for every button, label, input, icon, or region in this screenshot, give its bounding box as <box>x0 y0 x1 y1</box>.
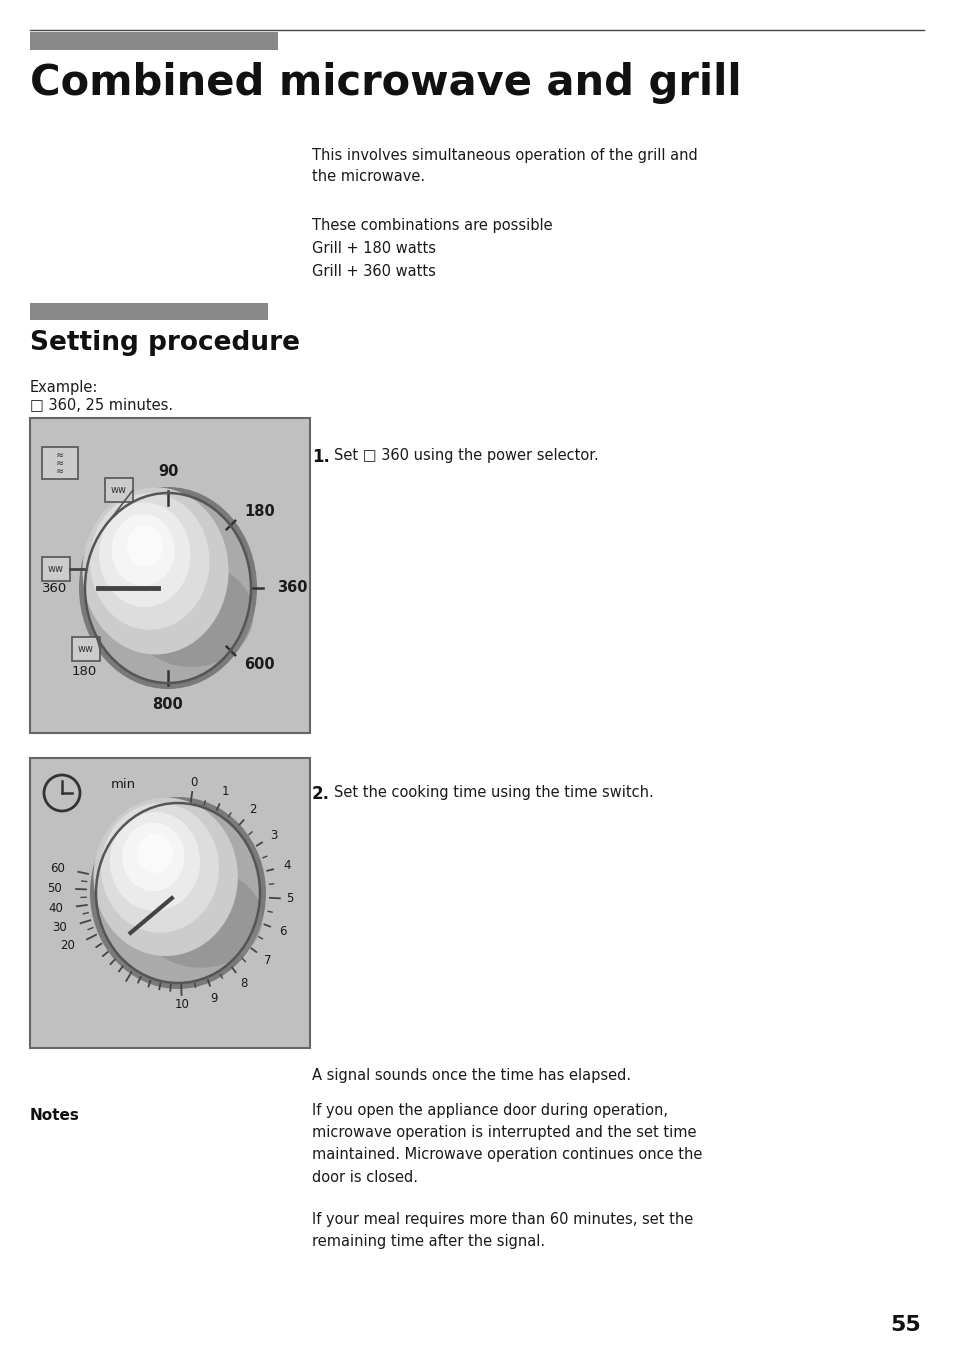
Ellipse shape <box>112 514 174 587</box>
Text: Set the cooking time using the time switch.: Set the cooking time using the time swit… <box>334 786 653 800</box>
Text: 180: 180 <box>71 665 97 677</box>
Text: Combined microwave and grill: Combined microwave and grill <box>30 62 740 104</box>
Text: 6: 6 <box>279 925 287 938</box>
Text: This involves simultaneous operation of the grill and
the microwave.: This involves simultaneous operation of … <box>312 147 697 184</box>
Text: 8: 8 <box>240 977 247 990</box>
Text: min: min <box>111 779 135 791</box>
Text: 40: 40 <box>48 902 63 915</box>
Ellipse shape <box>96 803 260 983</box>
Bar <box>30 418 310 733</box>
Text: 1.: 1. <box>312 448 330 466</box>
Text: 60: 60 <box>50 863 65 875</box>
FancyBboxPatch shape <box>71 637 100 661</box>
Ellipse shape <box>90 493 210 630</box>
Ellipse shape <box>99 503 191 607</box>
Text: ww: ww <box>111 485 127 495</box>
Text: 20: 20 <box>60 940 74 952</box>
FancyBboxPatch shape <box>105 479 132 502</box>
Text: ≈: ≈ <box>56 450 64 460</box>
Text: 3: 3 <box>270 829 277 842</box>
Bar <box>30 758 310 1048</box>
Text: 50: 50 <box>48 882 62 895</box>
Ellipse shape <box>110 813 200 911</box>
Text: A signal sounds once the time has elapsed.: A signal sounds once the time has elapse… <box>312 1068 631 1083</box>
Text: 10: 10 <box>174 998 189 1011</box>
Ellipse shape <box>82 487 229 654</box>
FancyBboxPatch shape <box>42 448 78 479</box>
Text: 55: 55 <box>890 1315 921 1334</box>
Text: 7: 7 <box>263 955 271 967</box>
Text: Setting procedure: Setting procedure <box>30 330 299 356</box>
Text: 2.: 2. <box>312 786 330 803</box>
Ellipse shape <box>101 803 219 933</box>
Text: If you open the appliance door during operation,
microwave operation is interrup: If you open the appliance door during op… <box>312 1103 701 1184</box>
Text: 30: 30 <box>52 921 67 934</box>
Ellipse shape <box>90 796 266 990</box>
Text: 360: 360 <box>276 580 307 595</box>
Text: These combinations are possible
Grill + 180 watts
Grill + 360 watts: These combinations are possible Grill + … <box>312 218 552 279</box>
Text: ≈: ≈ <box>56 458 64 468</box>
Ellipse shape <box>79 487 256 690</box>
Text: 9: 9 <box>211 992 218 1006</box>
Text: □ 360, 25 minutes.: □ 360, 25 minutes. <box>30 397 172 412</box>
Text: ww: ww <box>78 644 94 654</box>
Text: 180: 180 <box>244 504 274 519</box>
Text: 360: 360 <box>42 581 67 595</box>
Text: Notes: Notes <box>30 1109 80 1124</box>
Ellipse shape <box>127 526 163 566</box>
Text: 5: 5 <box>286 892 294 906</box>
Text: Example:: Example: <box>30 380 98 395</box>
Text: Set □ 360 using the power selector.: Set □ 360 using the power selector. <box>334 448 598 462</box>
Bar <box>30 303 268 320</box>
Bar <box>30 32 277 50</box>
Text: 2: 2 <box>249 803 256 817</box>
Text: 1: 1 <box>221 786 229 798</box>
Ellipse shape <box>139 869 262 968</box>
Ellipse shape <box>93 798 237 956</box>
Ellipse shape <box>122 823 184 891</box>
Ellipse shape <box>137 834 172 873</box>
FancyBboxPatch shape <box>42 557 70 581</box>
Text: 4: 4 <box>283 860 290 872</box>
Text: 0: 0 <box>190 776 197 788</box>
Text: If your meal requires more than 60 minutes, set the
remaining time after the sig: If your meal requires more than 60 minut… <box>312 1211 693 1249</box>
Text: ww: ww <box>48 564 64 575</box>
Ellipse shape <box>85 493 251 683</box>
Text: ≈: ≈ <box>56 466 64 476</box>
Text: 90: 90 <box>157 464 178 479</box>
Text: 600: 600 <box>244 657 274 672</box>
Ellipse shape <box>129 562 253 667</box>
Text: 800: 800 <box>152 698 183 713</box>
